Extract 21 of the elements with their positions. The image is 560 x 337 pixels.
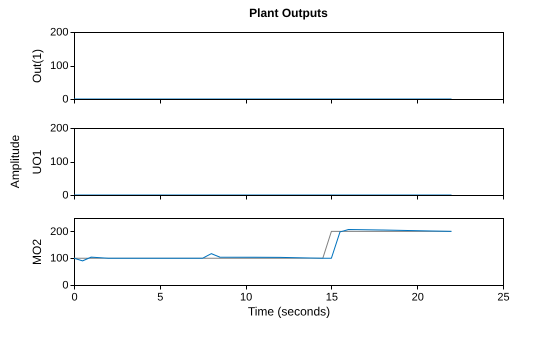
y-tick-label: 0	[62, 94, 68, 106]
x-tick-label: 10	[240, 292, 252, 304]
x-tick-label: 0	[71, 292, 78, 304]
y-tick-label: 100	[50, 156, 68, 168]
y-tick-label: 100	[50, 60, 68, 72]
x-tick-label: 20	[412, 292, 424, 304]
y-axis-title: MO2	[30, 238, 44, 266]
y-tick-label: 0	[62, 280, 68, 292]
y-tick-label: 200	[50, 26, 68, 38]
y-tick-label: 100	[50, 252, 68, 265]
x-axis-title: Time (seconds)	[248, 304, 330, 318]
x-tick-label: 5	[157, 292, 164, 304]
y-axis-title: UO1	[30, 149, 44, 174]
y-tick-label: 200	[50, 226, 68, 238]
y-axis-title: Out(1)	[30, 48, 44, 84]
chart-title: Plant Outputs	[249, 6, 328, 20]
text: Amplitude	[8, 134, 22, 188]
y-tick-label: 0	[62, 190, 68, 202]
x-tick-label: 25	[497, 292, 510, 304]
y-tick-label: 200	[50, 122, 68, 134]
x-tick-label: 15	[326, 292, 338, 304]
